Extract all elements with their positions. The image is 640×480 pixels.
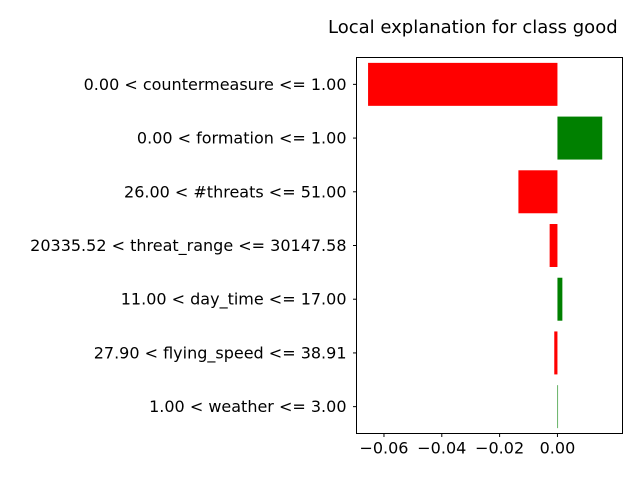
bar-4 xyxy=(557,277,563,321)
bar-2 xyxy=(518,170,558,214)
chart-title: Local explanation for class good xyxy=(328,17,618,38)
x-axis-ticks-group: −0.06 −0.04 −0.02 0.00 xyxy=(359,433,576,458)
category-label-3: 20335.52 < threat_range <= 30147.58 xyxy=(30,236,346,256)
bar-5 xyxy=(554,331,558,375)
plot-frame xyxy=(356,57,623,434)
category-label-5: 27.90 < flying_speed <= 38.91 xyxy=(94,343,347,363)
category-label-2: 26.00 < #threats <= 51.00 xyxy=(124,182,346,201)
x-tick-label-0: −0.06 xyxy=(359,439,408,458)
bars-group xyxy=(368,62,603,429)
category-labels-group: 0.00 < countermeasure <= 1.00 0.00 < form… xyxy=(30,75,357,416)
x-tick-label-2: −0.02 xyxy=(475,439,524,458)
category-label-6: 1.00 < weather <= 3.00 xyxy=(149,397,346,416)
x-tick-label-1: −0.04 xyxy=(417,439,466,458)
bar-0 xyxy=(368,62,558,106)
x-tick-label-3: 0.00 xyxy=(540,439,576,458)
category-label-1: 0.00 < formation <= 1.00 xyxy=(137,129,347,148)
category-label-0: 0.00 < countermeasure <= 1.00 xyxy=(84,75,347,94)
category-label-4: 11.00 < day_time <= 17.00 xyxy=(121,290,347,310)
bar-1 xyxy=(557,116,603,160)
bar-6 xyxy=(557,385,559,429)
bar-3 xyxy=(549,224,558,267)
